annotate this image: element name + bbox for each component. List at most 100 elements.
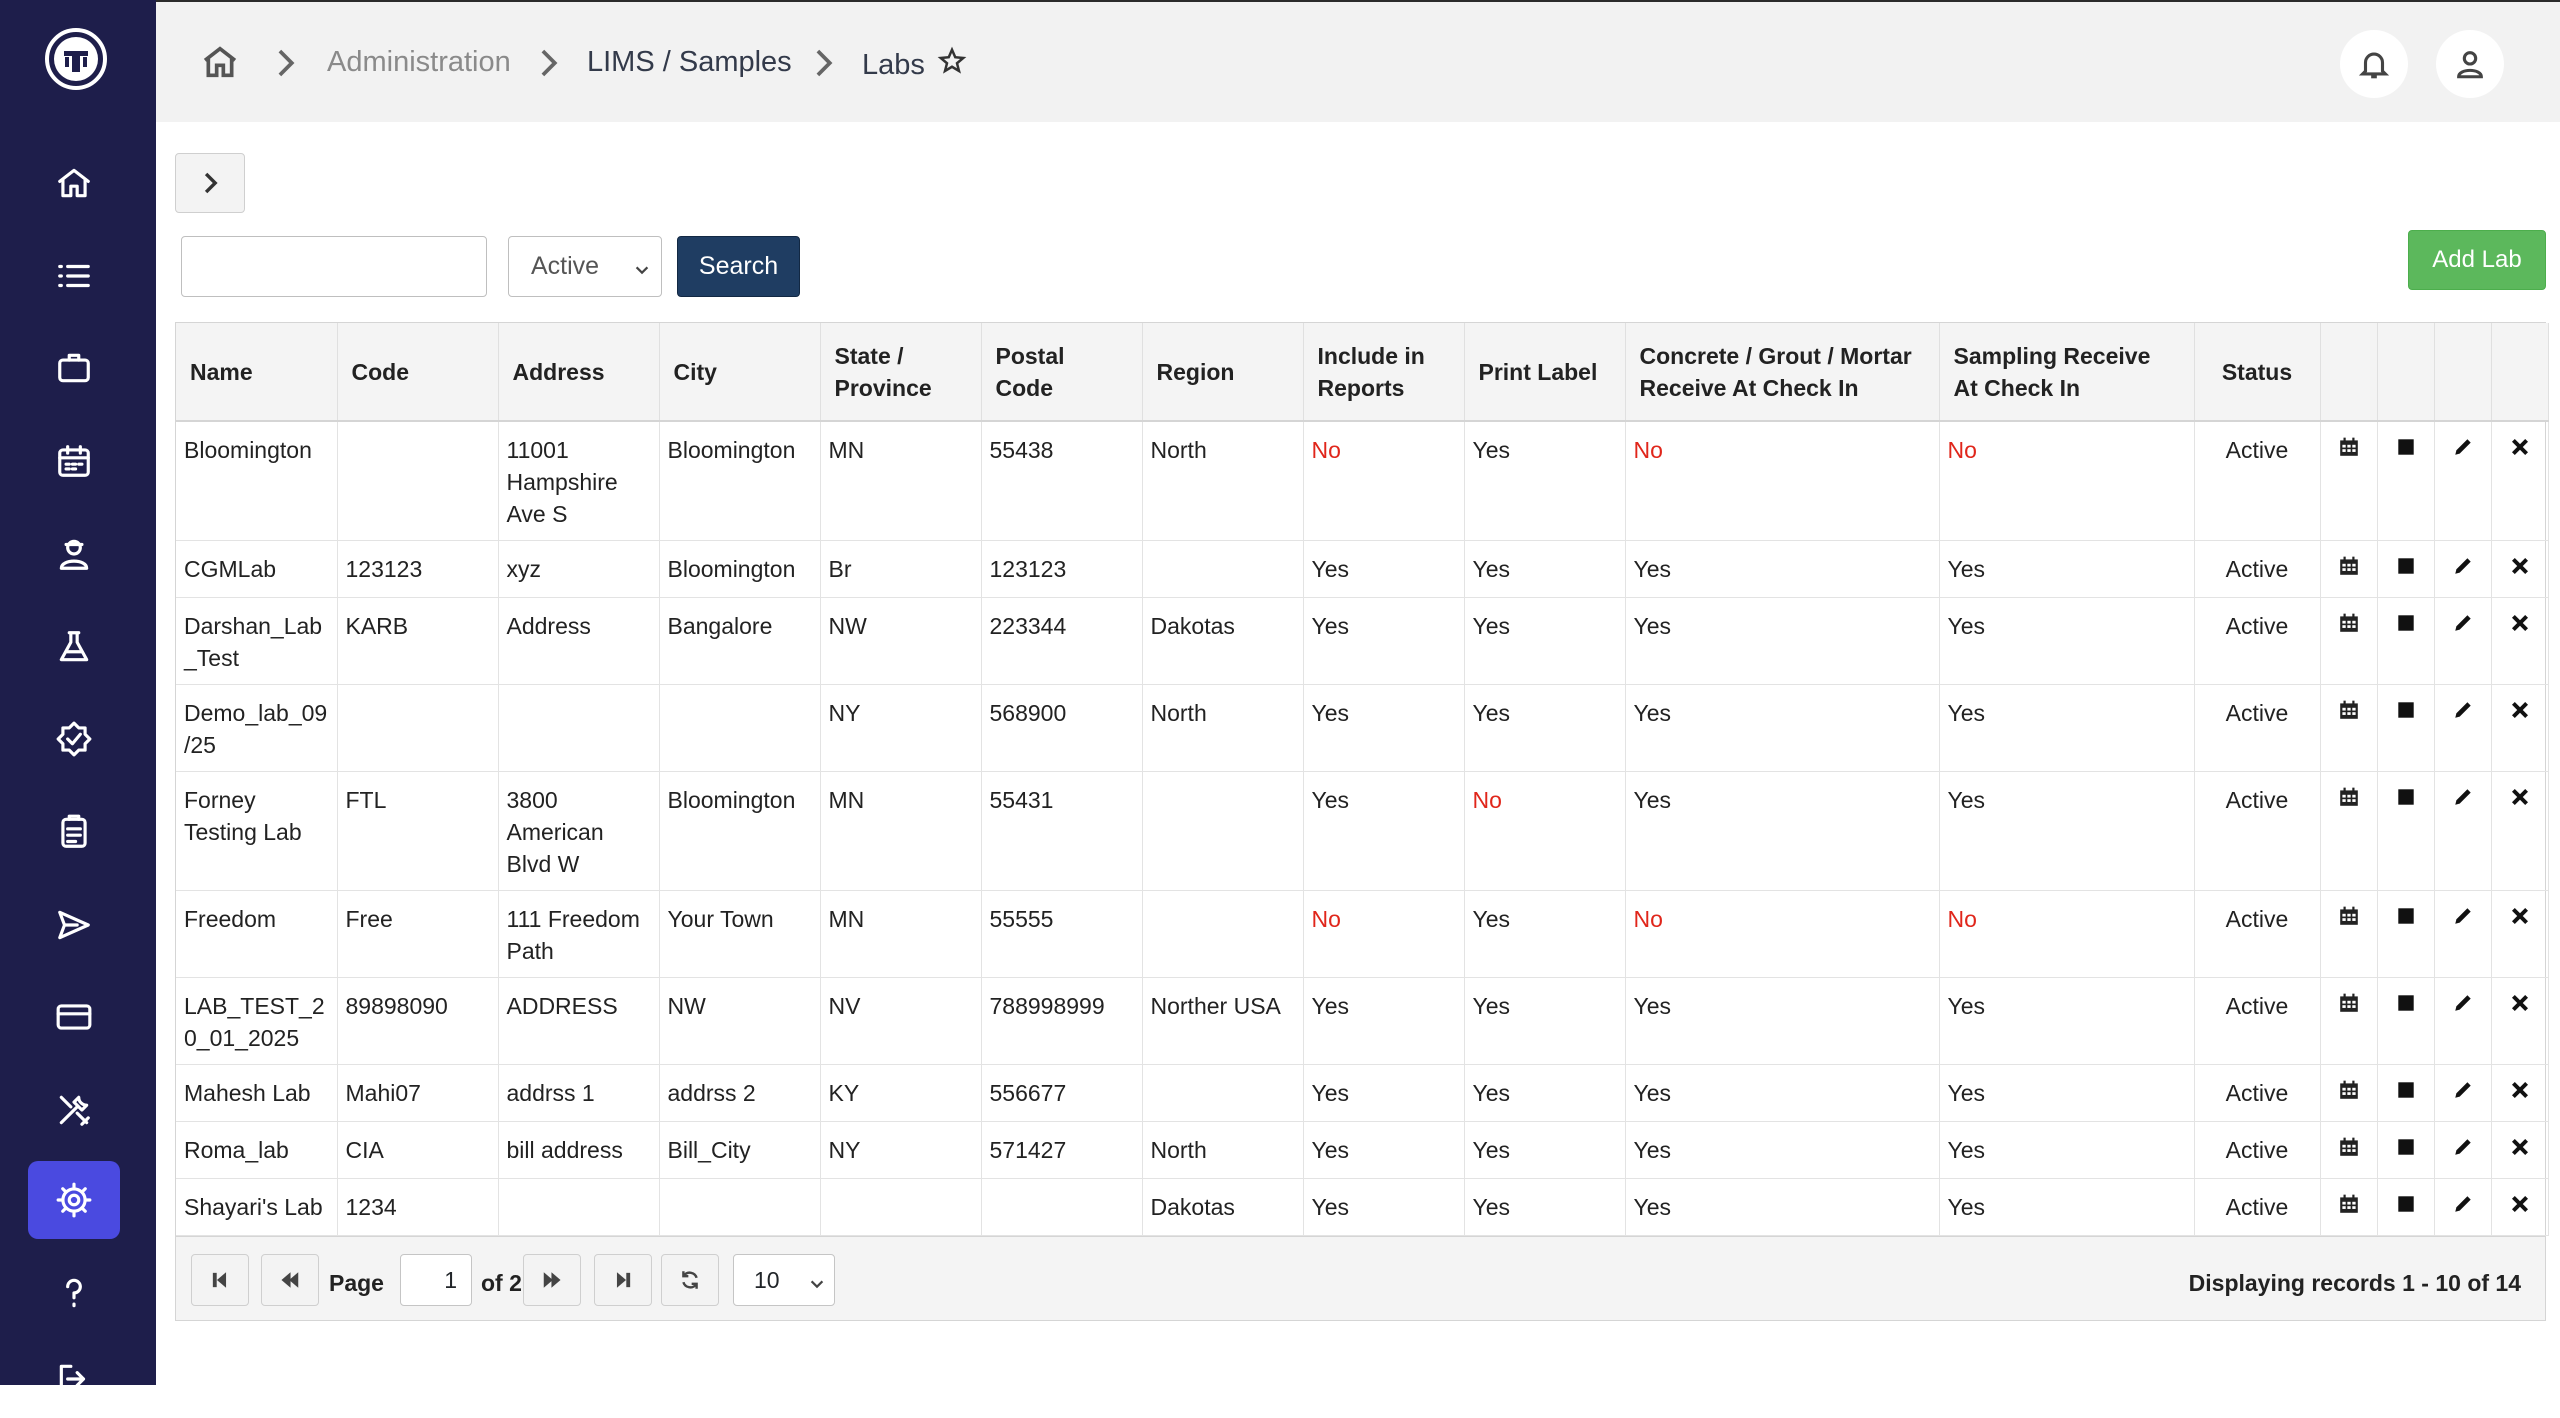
pencil-action-button[interactable] [2434,597,2492,685]
breadcrumb-lims-samples[interactable]: LIMS / Samples [587,46,792,78]
table-row[interactable]: Shayari's Lab 1234 Dakotas Yes Yes Yes Yes Acti… [176,1178,2549,1236]
pencil-action-button[interactable] [2434,421,2492,541]
table-row[interactable]: CGMLab 123123 xyz Bloomington Br 123123 Yes Yes… [176,540,2549,598]
column-header-include-in-reports[interactable]: Include in Reports [1303,323,1465,422]
close-action-button[interactable] [2491,977,2549,1065]
last-page-button[interactable] [594,1254,652,1306]
cell-include-in-reports: Yes [1303,1178,1465,1236]
star-icon[interactable] [925,46,967,84]
first-page-button[interactable] [191,1254,249,1306]
column-header-region[interactable]: Region [1142,323,1304,422]
pagination-bar: Page 1 of 2 10 Displaying records 1 - 10… [176,1236,2545,1320]
calendar-action-button[interactable] [2320,1121,2378,1179]
column-header-print-label[interactable]: Print Label [1464,323,1626,422]
table-row[interactable]: Roma_lab CIA bill address Bill_City NY 571427… [176,1121,2549,1179]
column-header-address[interactable]: Address [498,323,660,422]
nav-users[interactable] [28,515,120,593]
previous-page-button[interactable] [261,1254,319,1306]
nav-list[interactable] [28,237,120,315]
close-action-button[interactable] [2491,1064,2549,1122]
pencil-action-button[interactable] [2434,1064,2492,1122]
user-menu-button[interactable] [2436,30,2504,98]
nav-billing[interactable] [28,978,120,1056]
nav-lab[interactable] [28,608,120,686]
pencil-action-button[interactable] [2434,977,2492,1065]
status-select[interactable]: Active [508,236,662,297]
nav-jobs[interactable] [28,329,120,407]
nav-help[interactable] [28,1254,120,1332]
pencil-action-button[interactable] [2434,684,2492,772]
calendar-action-button[interactable] [2320,597,2378,685]
close-action-button[interactable] [2491,1178,2549,1236]
nav-settings[interactable] [28,1161,120,1239]
breadcrumb-home[interactable] [198,42,242,82]
pencil-action-button[interactable] [2434,1178,2492,1236]
column-header-sampling-receive[interactable]: Sampling Receive At Check In [1939,323,2195,422]
column-header-city[interactable]: City [659,323,821,422]
close-action-button[interactable] [2491,684,2549,772]
close-action-button[interactable] [2491,1121,2549,1179]
square-action-button[interactable] [2377,597,2435,685]
square-action-button[interactable] [2377,977,2435,1065]
pencil-action-button[interactable] [2434,1121,2492,1179]
column-header-name[interactable]: Name [176,323,338,422]
nav-quality[interactable] [28,700,120,778]
page-size-select[interactable]: 10 [733,1254,835,1306]
refresh-button[interactable] [661,1254,719,1306]
calendar-action-button[interactable] [2320,1064,2378,1122]
calendar-action-button[interactable] [2320,421,2378,541]
square-action-button[interactable] [2377,1064,2435,1122]
nav-send[interactable] [28,886,120,964]
column-header-state[interactable]: State / Province [820,323,982,422]
square-action-button[interactable] [2377,1121,2435,1179]
square-action-button[interactable] [2377,684,2435,772]
pencil-action-button[interactable] [2434,771,2492,891]
calendar-action-button[interactable] [2320,771,2378,891]
square-action-button[interactable] [2377,540,2435,598]
close-action-button[interactable] [2491,771,2549,891]
column-header-postal-code[interactable]: Postal Code [981,323,1143,422]
square-action-button[interactable] [2377,421,2435,541]
close-action-button[interactable] [2491,890,2549,978]
chevron-down-icon [633,257,651,286]
table-row[interactable]: Bloomington 11001 Hampshire Ave S Blooming… [176,421,2549,541]
nav-logout[interactable] [28,1340,120,1418]
cell-include-in-reports: Yes [1303,771,1465,891]
square-action-button[interactable] [2377,1178,2435,1236]
nav-tools[interactable] [28,1071,120,1149]
search-button[interactable]: Search [677,236,800,297]
notifications-button[interactable] [2340,30,2408,98]
square-action-button[interactable] [2377,771,2435,891]
close-action-button[interactable] [2491,421,2549,541]
calendar-action-button[interactable] [2320,540,2378,598]
breadcrumb-administration[interactable]: Administration [327,46,511,78]
next-page-button[interactable] [523,1254,581,1306]
table-row[interactable]: Forney Testing Lab FTL 3800 American Blvd … [176,771,2549,891]
table-row[interactable]: LAB_TEST_20_01_2025 89898090 ADDRESS NW NV 78… [176,977,2549,1065]
nav-reports[interactable] [28,793,120,871]
pencil-action-button[interactable] [2434,540,2492,598]
cell-print-label: Yes [1464,421,1626,541]
company-logo-icon[interactable] [45,28,107,90]
table-row[interactable]: Freedom Free 111 Freedom Path Your Town MN 55… [176,890,2549,978]
square-action-button[interactable] [2377,890,2435,978]
search-input[interactable] [181,236,487,297]
pencil-action-button[interactable] [2434,890,2492,978]
column-header-concrete-receive[interactable]: Concrete / Grout / Mortar Receive At Che… [1625,323,1940,422]
column-header-code[interactable]: Code [337,323,499,422]
table-row[interactable]: Darshan_Lab_Test KARB Address Bangalore NW 22… [176,597,2549,685]
calendar-action-button[interactable] [2320,684,2378,772]
expand-filters-button[interactable] [175,153,245,213]
table-row[interactable]: Demo_lab_09/25 NY 568900 North Yes Yes Yes Yes A… [176,684,2549,772]
table-row[interactable]: Mahesh Lab Mahi07 addrss 1 addrss 2 KY 556677… [176,1064,2549,1122]
add-lab-button[interactable]: Add Lab [2408,230,2546,290]
calendar-action-button[interactable] [2320,977,2378,1065]
calendar-action-button[interactable] [2320,1178,2378,1236]
close-action-button[interactable] [2491,597,2549,685]
nav-home[interactable] [28,144,120,222]
close-action-button[interactable] [2491,540,2549,598]
calendar-action-button[interactable] [2320,890,2378,978]
nav-calendar[interactable] [28,422,120,500]
column-header-status[interactable]: Status [2194,323,2321,422]
page-number-input[interactable]: 1 [400,1254,472,1306]
